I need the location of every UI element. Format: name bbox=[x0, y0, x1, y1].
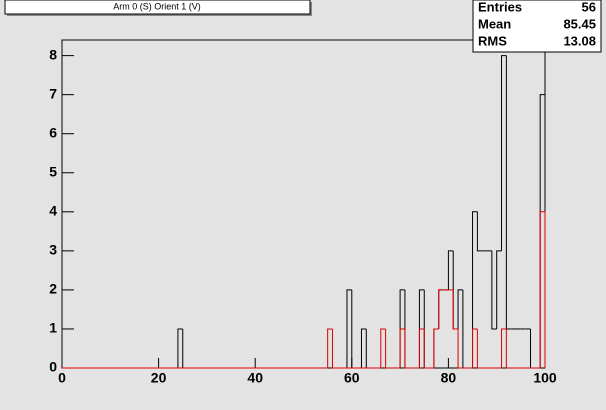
chart-title: Arm 0 (S) Orient 1 (V) bbox=[113, 1, 201, 11]
stat-label: Entries bbox=[478, 0, 522, 14]
y-tick-label: 4 bbox=[49, 203, 57, 219]
histogram-bin bbox=[457, 289, 463, 329]
histogram-bin bbox=[399, 328, 405, 368]
histogram-bin bbox=[452, 289, 459, 330]
stats-box bbox=[472, 0, 602, 53]
x-tick-label: 60 bbox=[344, 370, 360, 386]
y-tick-label: 8 bbox=[49, 46, 57, 62]
histogram-bin bbox=[496, 250, 502, 329]
histogram-bin bbox=[423, 289, 430, 369]
histogram-bin bbox=[423, 328, 430, 369]
histogram-bin bbox=[331, 328, 338, 369]
stat-label: RMS bbox=[478, 33, 507, 48]
histogram-bin bbox=[476, 328, 483, 369]
histogram-bin bbox=[327, 328, 333, 368]
y-tick-label: 5 bbox=[49, 163, 57, 179]
stat-label: Mean bbox=[478, 16, 511, 31]
histogram-bin bbox=[539, 94, 546, 368]
y-tick-label: 0 bbox=[49, 359, 57, 375]
histogram-bin bbox=[501, 55, 507, 251]
histogram-bin bbox=[433, 328, 439, 368]
y-tick-label: 6 bbox=[49, 124, 57, 140]
histogram-bin bbox=[346, 289, 352, 368]
histogram-bin bbox=[177, 328, 183, 368]
x-tick-label: 0 bbox=[58, 370, 66, 386]
histogram-bin bbox=[505, 55, 512, 330]
stats: Entries 56 Mean 85.45 RMS 13.08 bbox=[478, 0, 596, 48]
histogram-bin bbox=[501, 328, 507, 368]
histogram-bin bbox=[505, 328, 512, 369]
histogram-bin bbox=[447, 250, 454, 290]
histogram-bin bbox=[452, 250, 459, 330]
histogram-bin bbox=[404, 328, 410, 369]
histogram-bin bbox=[530, 328, 536, 369]
y-tick-label: 3 bbox=[49, 242, 57, 258]
y-tick-label: 2 bbox=[49, 281, 57, 297]
histogram-bin bbox=[360, 328, 367, 368]
histogram-bin bbox=[457, 328, 463, 369]
histogram-bin bbox=[539, 211, 546, 368]
y-tick-label: 1 bbox=[49, 320, 57, 336]
x-tick-label: 80 bbox=[441, 370, 457, 386]
histogram-bin bbox=[462, 289, 468, 369]
title-box bbox=[4, 0, 311, 15]
histogram-bin bbox=[351, 289, 357, 369]
x-tick-label: 20 bbox=[151, 370, 167, 386]
histogram-bin bbox=[182, 328, 188, 369]
histogram-bin bbox=[491, 250, 497, 330]
histogram-bin bbox=[365, 328, 372, 369]
histogram-bin bbox=[404, 289, 410, 369]
stat-value: 56 bbox=[582, 0, 596, 14]
histogram-bin bbox=[472, 211, 478, 368]
histogram-bin bbox=[380, 328, 386, 368]
x-tick-label: 40 bbox=[247, 370, 263, 386]
histogram-bin bbox=[438, 289, 444, 329]
histogram-bin bbox=[438, 289, 444, 329]
x-tick-label: 100 bbox=[533, 370, 557, 386]
histogram-bin bbox=[433, 328, 439, 368]
histogram-bin bbox=[385, 328, 391, 369]
stat-value: 85.45 bbox=[563, 16, 596, 31]
histogram-bin bbox=[476, 211, 483, 252]
stat-value: 13.08 bbox=[563, 33, 596, 48]
histogram-bin bbox=[418, 328, 425, 368]
histogram-bin bbox=[472, 328, 478, 368]
y-tick-label: 7 bbox=[49, 85, 57, 101]
